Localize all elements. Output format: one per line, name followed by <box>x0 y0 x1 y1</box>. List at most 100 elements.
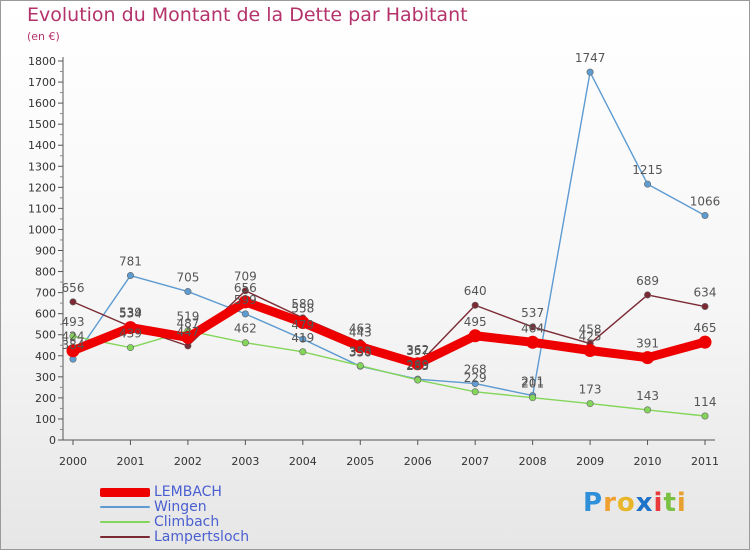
x-tick-label: 2002 <box>174 455 202 468</box>
y-tick-label: 0 <box>49 434 56 447</box>
logo-letter: r <box>603 488 617 518</box>
data-point-lembach <box>698 335 712 349</box>
data-point-climbach <box>126 344 134 352</box>
y-tick-label: 700 <box>35 287 56 300</box>
proxiti-logo: Proxiti <box>583 488 687 518</box>
data-point-lembach <box>238 295 252 309</box>
data-point-climbach <box>701 412 709 420</box>
data-point-lampertsloch <box>529 323 537 331</box>
data-label-lembach: 465 <box>694 321 717 335</box>
data-point-climbach <box>356 362 364 370</box>
data-label-lampertsloch: 580 <box>291 297 314 311</box>
data-label-climbach: 419 <box>291 331 314 345</box>
data-label-climbach: 229 <box>464 371 487 385</box>
data-label-climbach: 173 <box>579 383 602 397</box>
logo-letter: o <box>616 488 636 518</box>
data-point-wingen <box>126 272 134 280</box>
data-point-lampertsloch <box>471 301 479 309</box>
data-label-climbach: 353 <box>349 345 372 359</box>
data-label-lembach: 424 <box>62 330 85 344</box>
data-label-lampertsloch: 357 <box>406 344 429 358</box>
y-tick-label: 300 <box>35 371 56 384</box>
legend-swatch-lampertsloch <box>100 536 150 538</box>
data-label-lembach: 391 <box>636 337 659 351</box>
x-tick-label: 2006 <box>404 455 432 468</box>
legend-label-lembach: LEMBACH <box>154 484 222 500</box>
y-tick-label: 1200 <box>28 181 56 194</box>
x-tick-label: 2001 <box>116 455 144 468</box>
data-point-wingen <box>184 288 192 296</box>
y-tick-label: 1100 <box>28 202 56 215</box>
data-label-wingen: 268 <box>464 363 487 377</box>
data-point-climbach <box>644 406 652 414</box>
data-label-climbach: 462 <box>234 322 257 336</box>
data-label-lampertsloch: 537 <box>521 306 544 320</box>
data-point-wingen <box>701 212 709 220</box>
legend-swatch-climbach <box>100 521 150 523</box>
data-point-lembach <box>123 321 137 335</box>
y-tick-label: 200 <box>35 392 56 405</box>
data-point-climbach <box>414 376 422 384</box>
y-tick-label: 1700 <box>28 76 56 89</box>
series-line-wingen <box>72 71 706 397</box>
data-point-lampertsloch <box>701 303 709 311</box>
x-tick-label: 2007 <box>461 455 489 468</box>
y-tick-label: 600 <box>35 308 56 321</box>
data-label-wingen: 350 <box>349 345 372 359</box>
y-tick-label: 1000 <box>28 223 56 236</box>
data-point-lembach <box>641 351 655 365</box>
y-tick-label: 500 <box>35 329 56 342</box>
data-point-climbach <box>529 394 537 402</box>
data-label-lampertsloch: 656 <box>62 281 85 295</box>
data-point-lembach <box>353 340 367 354</box>
data-point-lembach <box>66 344 80 358</box>
data-label-climbach: 114 <box>694 395 717 409</box>
data-label-lampertsloch: 709 <box>234 270 257 284</box>
data-label-lembach: 362 <box>406 343 429 357</box>
logo-letter: i <box>676 488 687 518</box>
data-label-lembach: 464 <box>521 321 544 335</box>
data-label-wingen: 599 <box>234 293 257 307</box>
data-label-lampertsloch: 640 <box>464 284 487 298</box>
data-point-lampertsloch <box>644 291 652 299</box>
y-tick-label: 800 <box>35 266 56 279</box>
data-point-lembach <box>468 329 482 343</box>
data-point-wingen <box>471 380 479 388</box>
data-point-lembach <box>411 357 425 371</box>
data-point-wingen <box>299 335 307 343</box>
data-label-lembach: 534 <box>119 307 142 321</box>
logo-letter: P <box>583 488 604 518</box>
data-label-wingen: 479 <box>291 318 314 332</box>
data-label-lampertsloch: 458 <box>579 323 602 337</box>
y-tick-label: 1600 <box>28 97 56 110</box>
data-label-wingen: 211 <box>521 375 544 389</box>
legend-label-lampertsloch: Lampertsloch <box>154 529 250 545</box>
data-point-climbach <box>299 348 307 356</box>
y-tick-label: 1500 <box>28 118 56 131</box>
data-label-climbach: 201 <box>521 377 544 391</box>
unit-label: (en €) <box>27 30 60 43</box>
data-label-wingen: 1215 <box>632 163 663 177</box>
data-label-lembach: 558 <box>291 302 314 316</box>
data-label-lembach: 425 <box>579 330 602 344</box>
data-label-lampertsloch: 447 <box>176 325 199 339</box>
data-point-lampertsloch <box>69 298 77 306</box>
legend-swatch-wingen <box>100 506 150 508</box>
y-tick-label: 1300 <box>28 160 56 173</box>
x-tick-label: 2004 <box>289 455 317 468</box>
data-point-climbach <box>69 332 77 340</box>
data-label-lampertsloch: 634 <box>694 286 717 300</box>
x-tick-label: 2009 <box>576 455 604 468</box>
data-point-wingen <box>241 310 249 318</box>
data-point-wingen <box>644 180 652 188</box>
legend-label-wingen: Wingen <box>154 499 207 515</box>
data-point-lembach <box>181 330 195 344</box>
data-point-climbach <box>241 339 249 347</box>
y-tick-label: 100 <box>35 413 56 426</box>
y-tick-label: 1400 <box>28 139 56 152</box>
x-tick-label: 2000 <box>59 455 87 468</box>
data-label-lembach: 487 <box>176 316 199 330</box>
data-label-lembach: 443 <box>349 326 372 340</box>
data-label-lembach: 656 <box>234 281 257 295</box>
data-point-lembach <box>583 344 597 358</box>
